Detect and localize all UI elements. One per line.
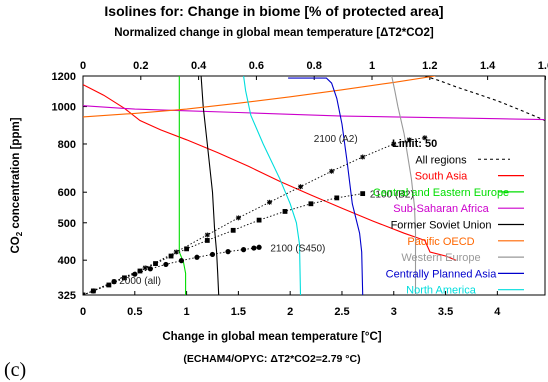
chart-title: Isolines for: Change in biome [% of prot… bbox=[104, 3, 444, 19]
legend-label: Former Soviet Union bbox=[391, 220, 492, 232]
y-tick-label: 400 bbox=[58, 255, 76, 267]
scenario-point-square bbox=[334, 195, 340, 201]
scenario-point-circle bbox=[209, 251, 216, 258]
top-tick-label: 0 bbox=[80, 60, 86, 72]
scenario-point-circle bbox=[163, 261, 169, 268]
scenario-point-asterisk bbox=[204, 232, 210, 238]
y-tick-label: 600 bbox=[58, 187, 76, 199]
scenario-point-circle bbox=[178, 258, 185, 264]
plot-area: 0 0.5 1 1.5 2 2.5 3 3.5 4 0 0.2 0.4 0.6 0.8 1 1.2 1.4 1.6… bbox=[52, 60, 548, 318]
scenario-point-circle bbox=[83, 292, 86, 295]
scenario-point-asterisk bbox=[142, 265, 148, 271]
isoline-pacific-oecd bbox=[83, 76, 436, 118]
y-tick-label: 325 bbox=[58, 290, 76, 302]
scenario-point-circle bbox=[132, 271, 138, 277]
scenario-point-asterisk bbox=[298, 184, 304, 190]
y-tick-label: 500 bbox=[58, 218, 76, 230]
scenario-point-square bbox=[204, 238, 210, 243]
annotation-2100-s450: 2100 (S450) bbox=[270, 243, 325, 254]
isoline-group bbox=[83, 76, 545, 295]
top-tick-label: 1.2 bbox=[422, 60, 437, 72]
top-tick-label: 0.4 bbox=[191, 60, 207, 72]
scenario-point-asterisk bbox=[391, 141, 397, 147]
scenario-point-circle bbox=[251, 245, 257, 251]
isoline-central-and-eastern-europe bbox=[178, 76, 187, 295]
x-tick-label: 3 bbox=[391, 306, 397, 318]
isoline-all-regions bbox=[424, 76, 545, 122]
scenario-point-circle bbox=[147, 266, 153, 272]
annotation-2000-all: 2000 (all) bbox=[119, 276, 161, 287]
x-tick-label: 2 bbox=[287, 306, 293, 318]
scenario-point-square bbox=[308, 201, 314, 207]
top-tick-label: 1.4 bbox=[480, 60, 496, 72]
annotation-2100-a2: 2100 (A2) bbox=[314, 134, 358, 145]
top-axis-label: Normalized change in global mean tempera… bbox=[114, 27, 434, 39]
y-tick-label: 1200 bbox=[52, 71, 76, 83]
scenario-point-asterisk bbox=[235, 215, 241, 221]
isoline-western-europe bbox=[391, 76, 417, 295]
legend-label: Western Europe bbox=[401, 252, 480, 264]
scenario-point-asterisk bbox=[266, 199, 272, 205]
x-tick-label: 4 bbox=[494, 306, 501, 318]
scenario-point-circle bbox=[90, 288, 96, 294]
y-axis-label: CO2 concentration [ppm] bbox=[10, 117, 24, 253]
scenario-point-circle bbox=[240, 247, 247, 253]
x-tick-label: 0.5 bbox=[127, 306, 142, 318]
model-note: (ECHAM4/OPYC: ΔT2*CO2=2.79 °C) bbox=[183, 353, 361, 365]
x-axis-label: Change in global mean temperature [°C] bbox=[162, 331, 382, 343]
legend-label: Pacific OECD bbox=[407, 236, 474, 248]
y-tick-label: 800 bbox=[58, 139, 76, 151]
isoline-centrally-planned-asia bbox=[288, 77, 364, 295]
scenario-point-circle bbox=[256, 244, 262, 250]
scenario-point-square bbox=[256, 217, 262, 223]
scenario-point-square bbox=[122, 275, 127, 281]
legend-label: All regions bbox=[415, 154, 467, 166]
legend-label: Central and Eastern Europe bbox=[373, 187, 509, 199]
scenario-point-square bbox=[137, 268, 143, 274]
scenario-point-square bbox=[184, 246, 189, 252]
x-tick-label: 2.5 bbox=[334, 306, 349, 318]
isoline-north-america bbox=[243, 76, 302, 295]
scenario-point-circle bbox=[194, 254, 200, 260]
scenario-point-circle bbox=[225, 249, 231, 255]
limit-label: Limit: 50 bbox=[392, 138, 437, 150]
x-tick-label: 3.5 bbox=[438, 306, 453, 318]
isoline-former-soviet-union bbox=[200, 76, 220, 295]
scenario-point-asterisk bbox=[422, 135, 428, 141]
y-tick-label: 1000 bbox=[52, 102, 76, 114]
scenario-point-asterisk bbox=[406, 137, 412, 143]
scenario-point-asterisk bbox=[173, 249, 179, 255]
isoline-south-asia bbox=[83, 84, 457, 261]
top-tick-label: 1.6 bbox=[538, 60, 548, 72]
scenario-point-asterisk bbox=[360, 154, 366, 160]
scenario-point-circle bbox=[111, 279, 117, 285]
x-tick-label: 0 bbox=[80, 306, 86, 318]
panel-label: (c) bbox=[4, 359, 27, 381]
top-tick-label: 0.8 bbox=[307, 60, 322, 72]
scenario-point-square bbox=[282, 209, 288, 214]
top-tick-label: 0.6 bbox=[249, 60, 264, 72]
scenario-point-square bbox=[153, 261, 158, 266]
legend-label: North America bbox=[406, 285, 477, 297]
x-tick-label: 1 bbox=[184, 306, 190, 318]
legend-label: Centrally Planned Asia bbox=[386, 268, 498, 280]
legend-label: South Asia bbox=[415, 171, 468, 183]
scenario-point-square bbox=[106, 282, 112, 288]
scenario-point-asterisk bbox=[329, 168, 335, 174]
scenario-point-square bbox=[230, 227, 236, 233]
isoline-sub-saharan-africa bbox=[83, 105, 545, 121]
legend-label: Sub-Saharan Africa bbox=[393, 203, 489, 215]
x-tick-label: 1.5 bbox=[231, 306, 246, 318]
annotation-2100-b2: 2100 (B2) bbox=[370, 190, 414, 201]
top-tick-label: 0.2 bbox=[133, 60, 148, 72]
scenario-point-square bbox=[360, 191, 366, 197]
scenario-point-square bbox=[168, 253, 174, 259]
top-tick-label: 1 bbox=[369, 60, 375, 72]
scenario-line bbox=[83, 137, 425, 295]
